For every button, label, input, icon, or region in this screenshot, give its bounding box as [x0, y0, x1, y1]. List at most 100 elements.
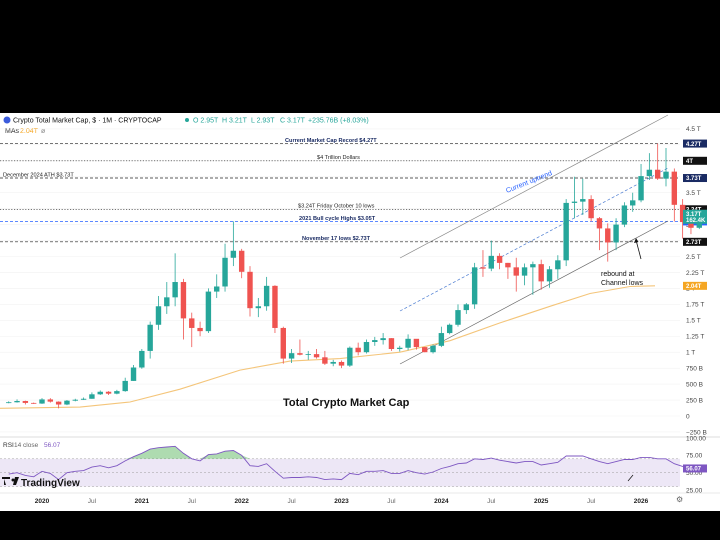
- candle-body: [663, 171, 669, 179]
- tv-brand-text: TradingView: [21, 478, 80, 489]
- candle-body: [205, 291, 212, 332]
- candle-body: [255, 306, 262, 309]
- candle-body: [488, 255, 494, 269]
- candle: [80, 397, 87, 401]
- candle: [297, 339, 303, 356]
- price-tick-label: 1.5 T: [686, 318, 701, 325]
- candle: [347, 346, 353, 367]
- price-tick-label: 1.25 T: [686, 334, 704, 341]
- level-tag: [683, 139, 707, 148]
- candle-body: [322, 357, 328, 364]
- chart-title: Total Crypto Market Cap: [283, 397, 410, 409]
- ma-indicator-label[interactable]: MAs: [5, 128, 20, 135]
- candle: [30, 402, 37, 404]
- price-tick-label: 1 T: [686, 350, 695, 357]
- level-tag-label: 2.73T: [686, 240, 702, 246]
- tv-logo-icon: [2, 477, 10, 485]
- candle: [164, 282, 170, 314]
- candle-body: [621, 205, 628, 225]
- candle: [214, 274, 220, 298]
- candle-body: [555, 260, 561, 270]
- candle-body: [139, 350, 145, 368]
- rsi-settings: 14 close: [14, 442, 39, 449]
- candle: [205, 288, 212, 334]
- candle: [446, 323, 453, 335]
- symbol-title[interactable]: Crypto Total Market Cap, $ · 1M · CRYPTO…: [13, 118, 162, 125]
- chart-svg: Crypto Total Market Cap, $ · 1M · CRYPTO…: [0, 114, 720, 505]
- market-status-icon: [185, 118, 189, 122]
- candle-body: [197, 327, 203, 332]
- rsi-tick-label: 75.00: [686, 453, 703, 460]
- candle: [405, 334, 411, 351]
- level-tag-label: 3.73T: [686, 176, 702, 182]
- candle: [538, 259, 544, 290]
- candle: [305, 350, 311, 360]
- candle: [139, 349, 145, 369]
- candle: [238, 248, 245, 279]
- candle-body: [430, 345, 436, 353]
- candle: [580, 178, 586, 216]
- tv-logo-slash: [13, 477, 19, 485]
- candle-body: [671, 171, 678, 205]
- candle: [513, 257, 519, 292]
- time-tick-label: Jul: [387, 498, 396, 505]
- candle-body: [580, 199, 586, 202]
- candle: [247, 266, 253, 317]
- candle-body: [471, 267, 478, 305]
- candle-body: [513, 267, 519, 276]
- eye-icon[interactable]: ø: [41, 128, 46, 135]
- rsi-pane: RSI 14 close 56.07 100.00 75.00 50.00 25.00…: [0, 435, 720, 494]
- level-lines: Current Market Cap Record $4.27T 4.27T $4 …: [0, 138, 707, 246]
- time-tick-label: 2026: [634, 498, 649, 505]
- candle-body: [89, 394, 95, 399]
- candle: [488, 240, 494, 272]
- candle: [455, 304, 461, 327]
- candle: [363, 339, 370, 354]
- price-tick-label: 750 B: [686, 365, 703, 372]
- candle: [555, 255, 561, 279]
- candle-body: [596, 218, 603, 229]
- candle: [496, 253, 503, 270]
- time-axis: ⚙ 2020 Jul 2021 Jul 2022 Jul 2023 Jul 2024 Jul 202…: [0, 492, 720, 505]
- candle-body: [538, 264, 544, 282]
- candle-body: [72, 399, 78, 401]
- candle-body: [238, 250, 245, 272]
- settings-gear-icon[interactable]: ⚙: [676, 495, 683, 504]
- candle-body: [147, 324, 153, 351]
- rsi-line: [8, 445, 700, 481]
- candle: [380, 333, 386, 345]
- rsi-label[interactable]: RSI: [3, 442, 14, 449]
- time-tick-label: Jul: [88, 498, 97, 505]
- candle: [638, 163, 644, 203]
- candle-body: [172, 282, 178, 298]
- level-tag: [683, 156, 707, 165]
- candle-body: [654, 169, 661, 179]
- candle-body: [155, 306, 162, 325]
- candle-body: [347, 347, 353, 366]
- candle: [480, 250, 486, 277]
- top-black-band: [0, 0, 720, 113]
- candle-body: [638, 176, 644, 201]
- candle: [89, 392, 95, 399]
- rsi-overbought-fill: [125, 446, 250, 459]
- candle: [180, 278, 187, 340]
- candle: [679, 199, 686, 239]
- candle-body: [330, 361, 336, 364]
- rsi-tick-label: 50.00: [686, 470, 703, 477]
- price-tick-label: 4.5 T: [686, 126, 701, 133]
- candle-body: [288, 353, 295, 359]
- candle-body: [372, 340, 378, 342]
- candle: [172, 253, 178, 307]
- candle: [222, 243, 228, 292]
- level-tag-label: 4T: [686, 159, 693, 165]
- rebound-note-line2: Channel lows: [601, 280, 644, 287]
- candle: [47, 398, 54, 403]
- candle: [571, 176, 578, 219]
- candle: [255, 297, 262, 318]
- price-tick-label: 2.5 T: [686, 254, 701, 261]
- candle-body: [114, 391, 120, 394]
- candle: [97, 390, 103, 395]
- bottom-black-band: [0, 511, 720, 540]
